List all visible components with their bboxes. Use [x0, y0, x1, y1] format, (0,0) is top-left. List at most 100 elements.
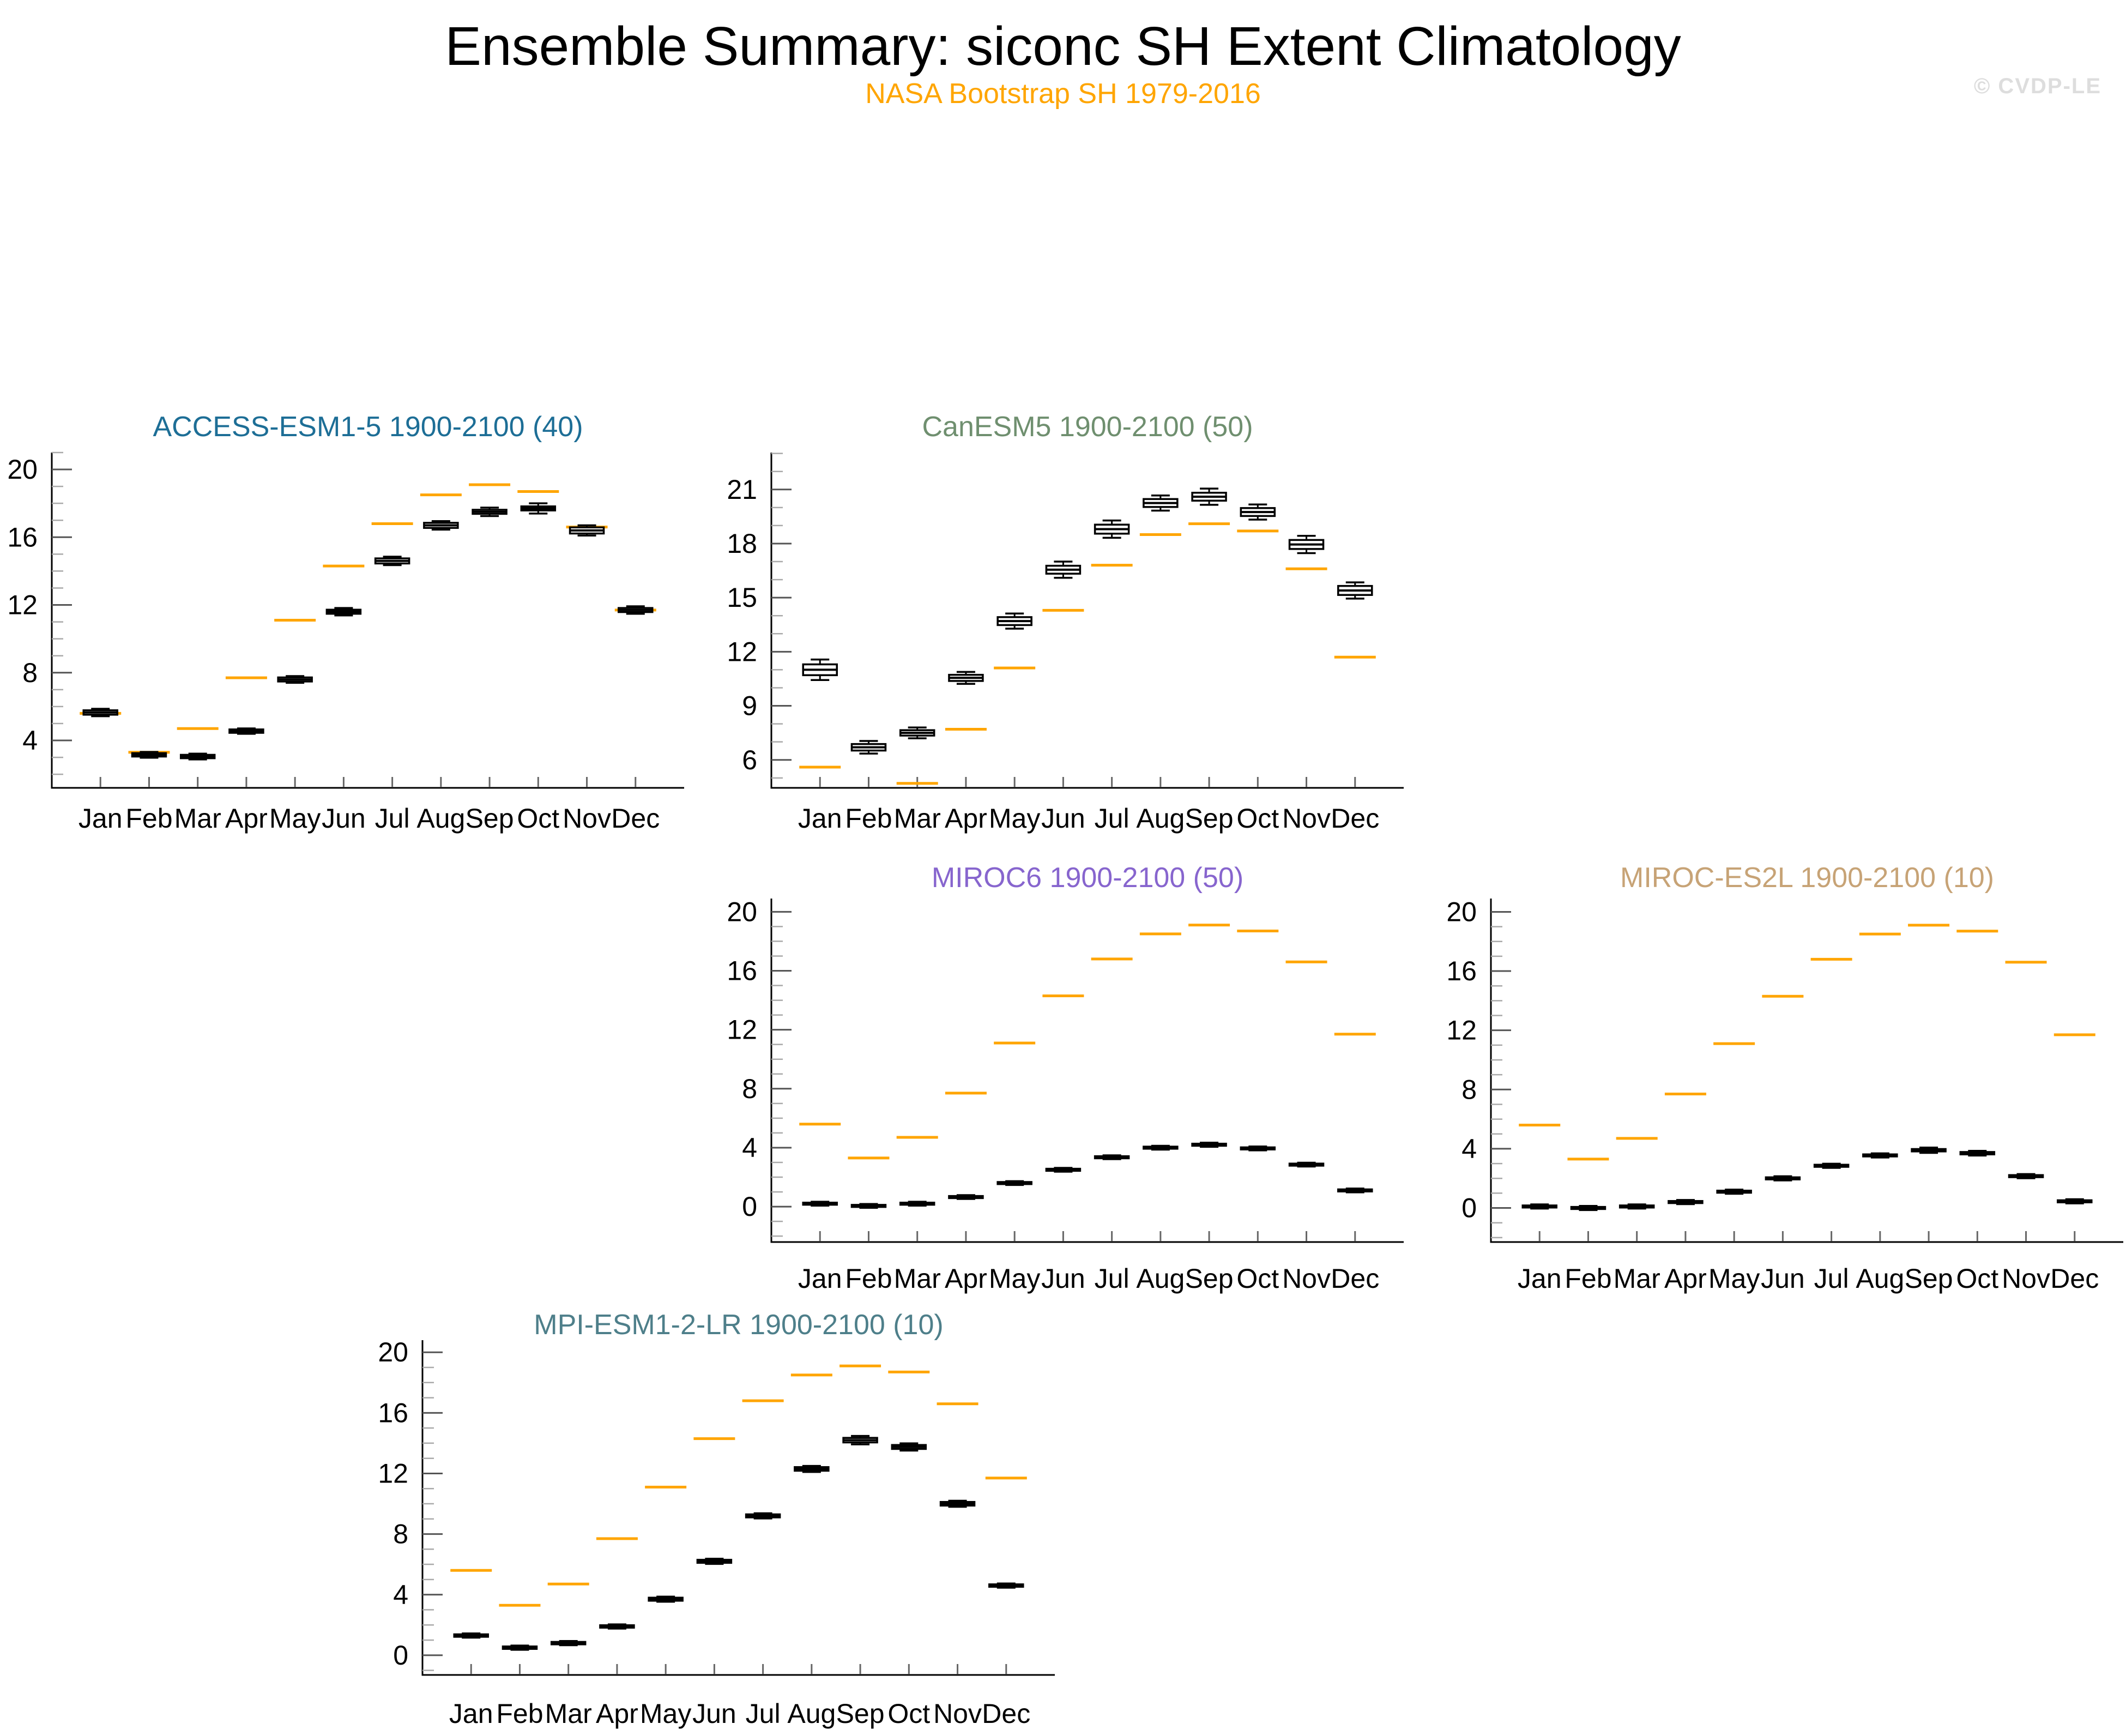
month-label-aug: Aug: [1136, 803, 1185, 834]
month-label-oct: Oct: [887, 1698, 930, 1729]
axes-canesm5: 6 9 12 15 18 21 Jan Feb Mar Apr May Jun Jul Aug Sep Oct…: [727, 453, 1404, 834]
boxplot-canesm5-jan: [802, 658, 838, 682]
month-label-oct: Oct: [1956, 1263, 1998, 1294]
ytick-label: 8: [742, 1074, 757, 1104]
boxplot-access-esm1-5-jan: [82, 708, 118, 718]
boxplot-miroc-es2l-jan: [1521, 1203, 1557, 1210]
month-label-may: May: [1708, 1263, 1760, 1294]
boxplot-canesm5-feb: [850, 740, 887, 755]
panel-title-canesm5: CanESM5 1900-2100 (50): [922, 411, 1253, 443]
month-label-jun: Jun: [322, 803, 366, 834]
boxplot-canesm5-oct: [1240, 503, 1276, 521]
boxplot-access-esm1-5-jul: [374, 556, 410, 566]
month-label-mar: Mar: [1614, 1263, 1660, 1294]
panel-mpi-esm1-2-lr: 0 4 8 12 16 20 Jan Feb Mar Apr May Jun Jul Aug Sep Oct N…: [378, 1337, 1055, 1729]
month-label-dec: Dec: [611, 803, 660, 834]
boxplot-access-esm1-5-may: [277, 675, 313, 684]
month-label-sep: Sep: [466, 803, 514, 834]
axes-access-esm1-5: 4 8 12 16 20 Jan Feb Mar Apr May Jun Jul Aug Sep Oct No…: [7, 451, 684, 834]
boxplot-miroc6-jun: [1045, 1167, 1082, 1173]
month-label-jul: Jul: [375, 803, 410, 834]
month-label-aug: Aug: [416, 803, 465, 834]
month-label-nov: Nov: [563, 803, 611, 834]
boxplot-access-esm1-5-feb: [131, 751, 167, 759]
panel-access-esm1-5: 4 8 12 16 20 Jan Feb Mar Apr May Jun Jul Aug Sep Oct No…: [7, 451, 684, 834]
boxplot-canesm5-sep: [1191, 487, 1227, 506]
ytick-label: 0: [1461, 1193, 1477, 1223]
boxplot-canesm5-nov: [1288, 535, 1325, 554]
boxplot-miroc6-jan: [802, 1201, 838, 1207]
month-label-may: May: [989, 1263, 1040, 1294]
boxplot-access-esm1-5-aug: [423, 520, 459, 531]
panel-title-miroc-es2l: MIROC-ES2L 1900-2100 (10): [1620, 862, 1994, 894]
boxplot-access-esm1-5-jun: [325, 607, 362, 617]
ytick-label: 12: [727, 636, 757, 667]
obs-series-mpi-esm1-2-lr: [450, 1364, 1027, 1607]
axes-miroc-es2l: 0 4 8 12 16 20 Jan Feb Mar Apr May Jun Jul Aug Sep Oct N…: [1446, 896, 2123, 1294]
month-label-mar: Mar: [894, 1263, 941, 1294]
month-label-jan: Jan: [798, 1263, 842, 1294]
month-label-aug: Aug: [1856, 1263, 1904, 1294]
boxplot-mpi-esm1-2-lr-jun: [696, 1558, 733, 1565]
ytick-label: 0: [742, 1191, 757, 1222]
ytick-label: 12: [7, 590, 38, 620]
ytick-label: 15: [727, 582, 757, 613]
boxplot-mpi-esm1-2-lr-apr: [599, 1623, 635, 1630]
panel-title-access-esm1-5: ACCESS-ESM1-5 1900-2100 (40): [153, 411, 583, 443]
obs-series-miroc6: [799, 924, 1376, 1160]
ytick-label: 20: [727, 896, 757, 927]
ensemble-boxes-miroc6: [802, 1142, 1373, 1209]
month-label-nov: Nov: [1282, 803, 1331, 834]
month-label-jan: Jan: [798, 803, 842, 834]
month-label-sep: Sep: [1185, 1263, 1234, 1294]
boxplot-miroc6-jul: [1094, 1154, 1130, 1160]
boxplot-miroc6-may: [996, 1180, 1032, 1186]
month-label-jul: Jul: [1095, 1263, 1130, 1294]
ytick-label: 16: [7, 522, 38, 552]
boxplot-miroc6-aug: [1143, 1144, 1179, 1151]
ytick-label: 12: [378, 1458, 408, 1488]
boxplot-canesm5-mar: [899, 726, 935, 739]
boxplot-mpi-esm1-2-lr-jan: [453, 1632, 489, 1639]
boxplot-miroc6-mar: [899, 1201, 935, 1207]
boxplot-miroc-es2l-jun: [1765, 1175, 1801, 1182]
boxplot-miroc-es2l-feb: [1570, 1204, 1606, 1211]
boxplot-canesm5-dec: [1337, 581, 1373, 600]
ytick-label: 0: [393, 1640, 408, 1671]
month-label-sep: Sep: [836, 1698, 885, 1729]
ytick-label: 8: [22, 658, 38, 688]
ytick-label: 20: [1446, 896, 1477, 927]
month-label-nov: Nov: [933, 1698, 982, 1729]
ytick-label: 4: [22, 725, 38, 756]
ytick-label: 8: [393, 1519, 408, 1550]
ensemble-boxes-access-esm1-5: [82, 502, 654, 761]
panel-title-mpi-esm1-2-lr: MPI-ESM1-2-LR 1900-2100 (10): [534, 1309, 944, 1341]
month-label-oct: Oct: [517, 803, 559, 834]
month-label-oct: Oct: [1236, 1263, 1279, 1294]
month-label-mar: Mar: [174, 803, 221, 834]
boxplot-miroc-es2l-apr: [1668, 1199, 1704, 1205]
ytick-label: 20: [378, 1337, 408, 1367]
month-label-oct: Oct: [1236, 803, 1279, 834]
boxplot-canesm5-may: [996, 612, 1032, 630]
month-label-feb: Feb: [845, 1263, 892, 1294]
boxplot-access-esm1-5-dec: [618, 605, 654, 615]
ytick-label: 16: [727, 955, 757, 986]
boxplot-miroc6-feb: [850, 1203, 887, 1209]
month-label-dec: Dec: [982, 1698, 1030, 1729]
boxplot-access-esm1-5-apr: [228, 727, 264, 735]
obs-series-access-esm1-5: [80, 483, 656, 754]
month-label-feb: Feb: [125, 803, 172, 834]
obs-series-canesm5: [799, 522, 1376, 785]
month-label-dec: Dec: [1331, 803, 1379, 834]
month-label-jun: Jun: [1761, 1263, 1805, 1294]
ytick-label: 4: [393, 1580, 408, 1610]
boxplot-access-esm1-5-oct: [520, 502, 557, 515]
boxplot-mpi-esm1-2-lr-sep: [842, 1434, 878, 1445]
boxplot-mpi-esm1-2-lr-may: [648, 1595, 684, 1603]
boxplot-canesm5-apr: [948, 671, 984, 685]
boxplot-mpi-esm1-2-lr-mar: [550, 1640, 587, 1647]
panel-miroc6: 0 4 8 12 16 20 Jan Feb Mar Apr May Jun Jul Aug Sep Oct N…: [727, 896, 1404, 1294]
month-label-feb: Feb: [845, 803, 892, 834]
